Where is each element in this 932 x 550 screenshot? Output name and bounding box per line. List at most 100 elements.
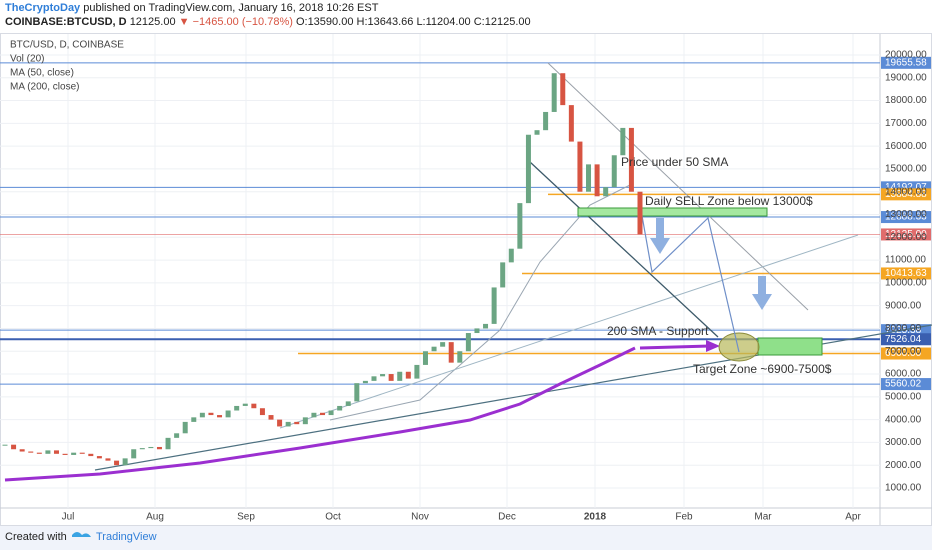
candle	[242, 403, 248, 406]
candle	[79, 452, 85, 454]
candle	[45, 450, 51, 454]
candle	[28, 451, 34, 453]
y-tick-label: 13000.00	[885, 209, 927, 220]
level-label: 13884.88	[885, 189, 927, 200]
level-label: 12888.33	[885, 212, 927, 223]
candle	[285, 421, 291, 427]
candle	[457, 351, 463, 363]
candle	[388, 374, 394, 381]
candle	[139, 448, 145, 450]
level-box	[881, 347, 931, 360]
y-tick-label: 9000.00	[885, 300, 922, 311]
target-zone	[757, 337, 823, 356]
down-arrow-head	[752, 294, 772, 310]
level-label: 19655.58	[885, 57, 927, 68]
x-tick-label: Sep	[237, 512, 255, 523]
candle	[637, 191, 643, 235]
y-tick-label: 19000.00	[885, 72, 927, 83]
level-label: 7526.04	[885, 334, 922, 345]
footer-brand[interactable]: TradingView	[96, 531, 157, 543]
y-tick-label: 7000.00	[885, 346, 922, 357]
candle	[259, 408, 265, 416]
candle	[191, 417, 197, 422]
candle	[474, 328, 480, 334]
y-tick-label: 20000.00	[885, 50, 927, 61]
candle	[414, 364, 420, 379]
candle	[156, 446, 162, 450]
published: published on TradingView.com, January 16…	[83, 2, 378, 14]
header-bg	[0, 0, 932, 30]
trend-line	[279, 234, 859, 429]
level-label: 12125.00	[885, 229, 927, 240]
candle	[543, 111, 549, 131]
candle	[422, 351, 428, 365]
candle	[174, 433, 180, 438]
candle	[234, 405, 240, 411]
candle	[311, 412, 317, 418]
candle	[620, 127, 626, 156]
grid	[0, 34, 880, 508]
candle	[405, 371, 411, 379]
y-tick-label: 15000.00	[885, 164, 927, 175]
level-label: 5560.02	[885, 379, 922, 390]
y-tick-label: 5000.00	[885, 391, 922, 402]
frame	[0, 33, 932, 526]
y-tick-label: 4000.00	[885, 414, 922, 425]
candle	[337, 405, 343, 411]
path-arrow	[640, 209, 740, 353]
candle	[114, 460, 120, 466]
level-box	[881, 211, 931, 224]
footer-text: Created with	[5, 531, 67, 543]
level-box	[881, 378, 931, 391]
annotation: Price under 50 SMA	[621, 155, 728, 169]
candle	[397, 371, 403, 381]
legend-item: MA (50, close)	[10, 68, 74, 79]
candle	[345, 401, 351, 406]
candle	[131, 449, 137, 459]
candle	[500, 262, 506, 288]
candle	[320, 412, 325, 416]
y-tick-label: 14000.00	[885, 186, 927, 197]
candle	[328, 410, 334, 416]
x-tick-label: Aug	[146, 512, 164, 523]
y-tick-label: 11000.00	[885, 255, 926, 266]
candle	[217, 415, 223, 418]
candle	[62, 453, 68, 455]
level-box	[881, 228, 931, 241]
candle	[148, 446, 154, 449]
legend-item: BTC/USD, D, COINBASE	[10, 40, 124, 51]
candle	[448, 342, 454, 363]
y-tick-label: 17000.00	[885, 118, 927, 129]
candle	[251, 403, 257, 409]
author[interactable]: TheCryptoDay	[5, 2, 81, 14]
candle	[525, 134, 531, 204]
symbol: COINBASE:BTCUSD, D	[5, 16, 127, 28]
candle	[36, 452, 42, 454]
x-tick-label: Feb	[675, 512, 693, 523]
candle	[551, 73, 557, 112]
candle	[483, 323, 489, 329]
candle	[208, 412, 214, 416]
drawings	[4, 62, 932, 482]
x-tick-label: Jul	[62, 512, 75, 523]
x-tick-label: Mar	[754, 512, 772, 523]
legend-item: Vol (20)	[10, 54, 44, 65]
candle	[611, 155, 617, 188]
level-label: 10413.63	[885, 268, 927, 279]
candle	[628, 127, 634, 192]
candle	[165, 437, 171, 450]
y-tick-label: 3000.00	[885, 437, 922, 448]
annotation: Daily SELL Zone below 13000$	[645, 194, 813, 208]
ohlc: O:13590.00 H:13643.66 L:11204.00 C:12125…	[296, 16, 531, 28]
candle	[362, 380, 368, 384]
candle	[508, 248, 514, 263]
level-box	[881, 267, 931, 280]
level-box	[881, 188, 931, 201]
candle	[440, 342, 446, 347]
symbol-line: COINBASE:BTCUSD, D 12125.00 ▼ −1465.00 (…	[5, 16, 531, 28]
y-tick-label: 10000.00	[885, 278, 927, 289]
candle	[594, 164, 600, 197]
sell-zone	[577, 207, 768, 217]
